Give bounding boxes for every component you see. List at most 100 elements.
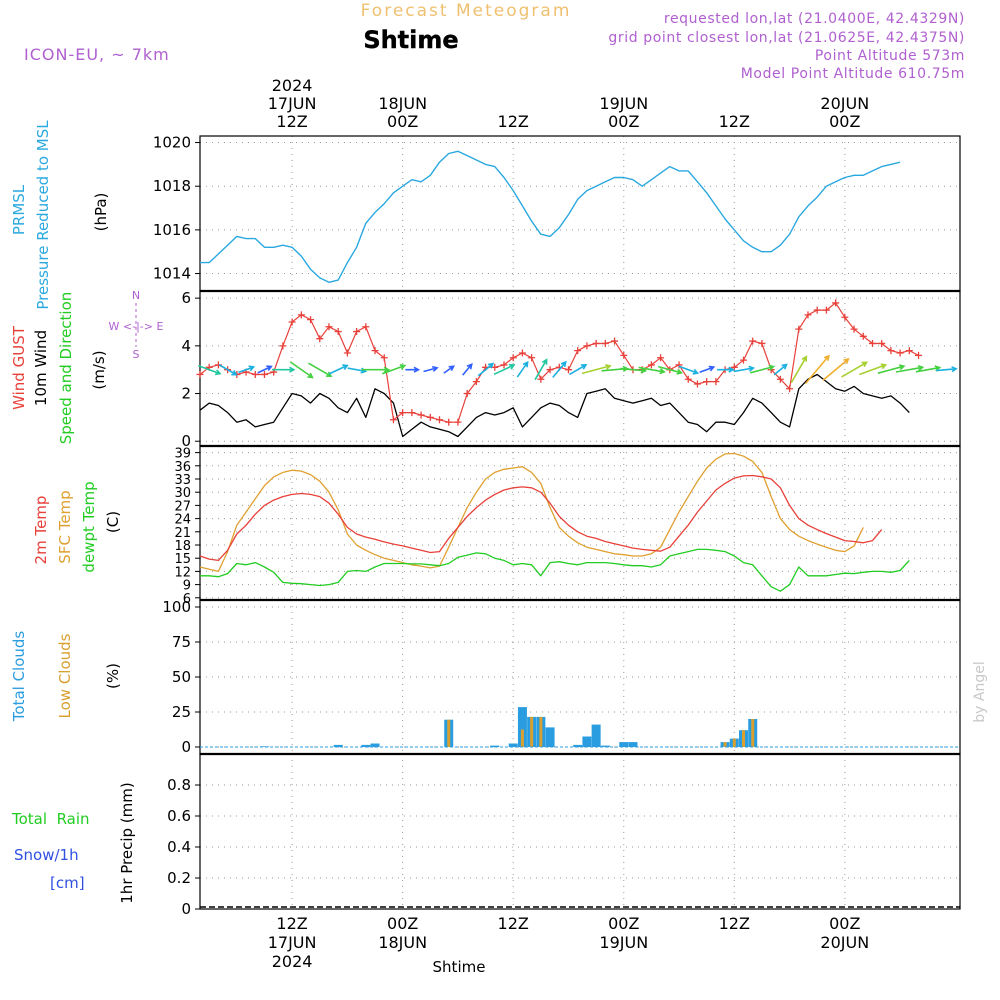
wind-arrow xyxy=(381,364,407,375)
total-cloud-bar xyxy=(490,745,500,747)
wind-label-speed-dir: Speed and Direction xyxy=(57,292,75,445)
gust-marker xyxy=(307,316,315,324)
total-cloud-bar xyxy=(600,745,610,747)
wind-arrow xyxy=(790,355,808,384)
time-label: 12Z xyxy=(498,914,529,933)
time-label: 2024 xyxy=(272,952,313,971)
pressure-unit: (hPa) xyxy=(92,193,110,232)
gust-marker xyxy=(776,375,784,383)
gust-marker xyxy=(251,370,259,378)
low-cloud-bar xyxy=(732,738,736,747)
pressure-ytick-label: 1016 xyxy=(153,221,191,239)
compass-s: S xyxy=(133,348,140,361)
time-label: 12Z xyxy=(276,914,307,933)
temp-label-sfc: SFC Temp xyxy=(56,490,74,563)
gust-marker xyxy=(426,413,434,421)
cloud-side-labels: Total Clouds Low Clouds (%) xyxy=(10,631,122,723)
temp-ytick-label: 36 xyxy=(174,460,191,475)
total-cloud-bar xyxy=(545,727,555,747)
precip-ytick-label: 0.8 xyxy=(167,776,191,794)
top-time-label: 20JUN xyxy=(820,94,869,113)
wind-arrow xyxy=(361,366,391,373)
gust-marker xyxy=(850,325,858,333)
low-cloud-bar xyxy=(723,742,727,747)
temp-ytick-label: 15 xyxy=(174,552,191,567)
time-label: 18JUN xyxy=(378,933,427,952)
wind-arrow xyxy=(238,365,256,374)
wind-arrow xyxy=(569,364,588,376)
wind-arrow xyxy=(773,363,788,376)
gust-marker xyxy=(362,323,370,331)
wind-arrow xyxy=(534,358,548,381)
watermark: by Angel xyxy=(972,661,988,722)
temp-ytick-label: 12 xyxy=(174,565,191,580)
total-cloud-bar xyxy=(517,707,527,747)
wind-arrow xyxy=(328,364,349,375)
gust-marker xyxy=(804,311,812,319)
temp-ytick-label: 27 xyxy=(174,499,191,514)
gust-marker xyxy=(316,335,324,343)
wind-arrow xyxy=(657,365,683,375)
gust-marker xyxy=(564,366,572,374)
wind-arrows xyxy=(198,354,958,385)
wind-ytick-label: 2 xyxy=(181,385,191,403)
wind-arrow xyxy=(493,363,516,376)
wind-arrow xyxy=(936,366,958,373)
wind-ytick-label: 4 xyxy=(181,337,191,355)
requested-coords: requested lon,lat (21.0400E, 42.4329N) xyxy=(664,11,965,27)
cloud-bars xyxy=(259,707,758,747)
pressure-ytick-label: 1018 xyxy=(153,177,191,195)
top-time-label: 12Z xyxy=(276,112,307,131)
gust-marker xyxy=(325,323,333,331)
gust-marker xyxy=(574,347,582,355)
temp-label-2m: 2m Temp xyxy=(32,496,50,565)
wind-arrow xyxy=(198,365,222,376)
gust-marker xyxy=(684,375,692,383)
gust-marker xyxy=(509,354,517,362)
wind-arrow xyxy=(581,364,612,375)
low-cloud-bar xyxy=(447,719,451,747)
gust-marker xyxy=(436,416,444,424)
gust-marker xyxy=(620,351,628,359)
top-time-label: 00Z xyxy=(387,112,418,131)
wind-gust-line xyxy=(199,302,919,423)
time-label: 17JUN xyxy=(268,933,317,952)
wind-ytick-label: 0 xyxy=(181,432,191,450)
gust-marker xyxy=(546,366,554,374)
point-altitude: Point Altitude 573m xyxy=(815,48,965,64)
gust-marker xyxy=(868,339,876,347)
gust-marker xyxy=(675,361,683,369)
temp-label-dewpt: dewpt Temp xyxy=(80,481,98,572)
gust-marker xyxy=(611,337,619,345)
low-cloud-bar xyxy=(539,716,543,747)
dewpt-temp-line xyxy=(200,548,910,592)
temp-side-labels: 2m Temp SFC Temp dewpt Temp (C) xyxy=(32,481,122,572)
total-cloud-bar xyxy=(370,743,380,747)
gust-marker xyxy=(712,378,720,386)
gust-marker xyxy=(279,342,287,350)
gust-marker xyxy=(905,347,913,355)
top-time-label: 00Z xyxy=(608,112,639,131)
gust-marker xyxy=(740,356,748,364)
gust-marker xyxy=(500,361,508,369)
gust-marker xyxy=(528,354,536,362)
gust-marker xyxy=(537,375,545,383)
low-cloud-bar xyxy=(530,716,534,747)
gust-marker xyxy=(703,378,711,386)
gust-marker xyxy=(260,370,268,378)
wind-arrow xyxy=(877,364,906,374)
temp-unit: (C) xyxy=(104,511,122,533)
gust-marker xyxy=(518,349,526,357)
clouds-ytick-label: 0 xyxy=(181,738,191,756)
wind-arrow xyxy=(257,365,273,374)
wind-arrow xyxy=(699,365,716,374)
compass-rose: N W <-|-> E S xyxy=(109,289,164,361)
precip-label-snow: Snow/1h xyxy=(14,846,79,864)
wind-arrow xyxy=(733,365,756,373)
total-cloud-bar xyxy=(619,742,629,747)
wind-arrow xyxy=(552,360,567,378)
gust-marker xyxy=(749,337,757,345)
gust-marker xyxy=(647,361,655,369)
gust-marker xyxy=(786,385,794,393)
